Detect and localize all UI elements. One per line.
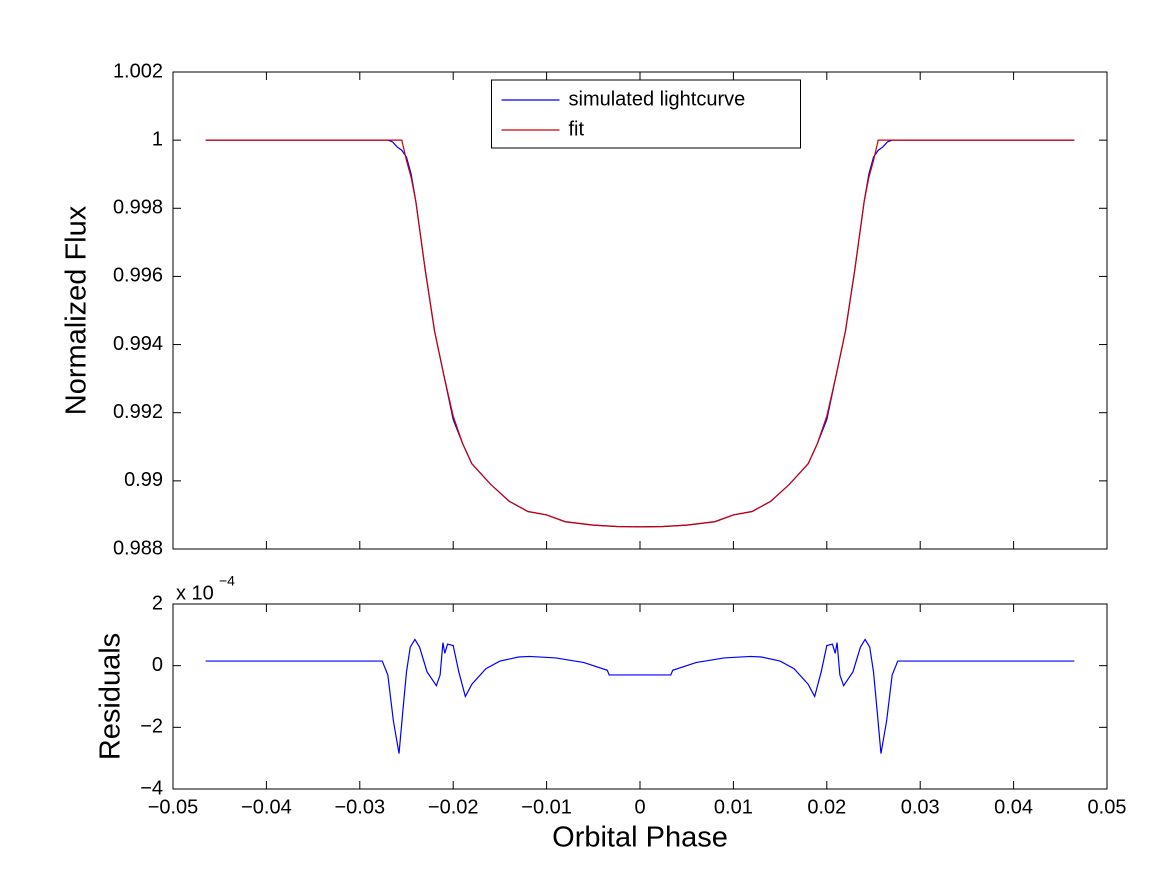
x-tick-label: 0.04 xyxy=(994,796,1033,818)
y-tick-label: 0.998 xyxy=(113,197,163,219)
x-axis-label: Orbital Phase xyxy=(552,822,728,854)
x-tick-label: 0.02 xyxy=(807,796,846,818)
y-tick-label: 0.994 xyxy=(113,333,163,355)
x-tick-label: −0.04 xyxy=(241,796,292,818)
plot-area xyxy=(173,72,1107,549)
axes-frame xyxy=(172,71,1108,550)
y-multiplier: x 10 xyxy=(176,582,214,604)
data-line xyxy=(205,139,1075,528)
legend-label: simulated lightcurve xyxy=(569,88,746,110)
y-tick-label: 0.996 xyxy=(113,265,163,287)
axes-frame xyxy=(172,603,1108,790)
x-tick-label: 0 xyxy=(634,796,645,818)
y-tick-label: −2 xyxy=(140,716,163,738)
x-tick-label: −0.01 xyxy=(521,796,572,818)
legend-box xyxy=(491,79,801,149)
y-tick-label: 1 xyxy=(152,128,163,150)
x-tick-label: −0.03 xyxy=(334,796,385,818)
x-tick-label: −0.02 xyxy=(428,796,479,818)
y-axis-label: Residuals xyxy=(95,633,127,760)
legend-label: fit xyxy=(569,118,585,140)
y-tick-label: 0 xyxy=(152,654,163,676)
y-tick-label: 1.002 xyxy=(113,60,163,82)
plot-area xyxy=(173,604,1107,789)
y-multiplier-exponent: −4 xyxy=(219,573,235,589)
y-tick-label: 2 xyxy=(152,592,163,614)
y-tick-label: −4 xyxy=(140,777,163,799)
x-tick-label: −0.05 xyxy=(148,796,199,818)
data-line xyxy=(205,638,1075,754)
y-tick-label: 0.988 xyxy=(113,537,163,559)
y-axis-label: Normalized Flux xyxy=(61,205,93,415)
x-tick-label: 0.01 xyxy=(714,796,753,818)
x-tick-label: 0.03 xyxy=(901,796,940,818)
y-tick-label: 0.99 xyxy=(124,469,163,491)
x-tick-label: 0.05 xyxy=(1088,796,1127,818)
y-tick-label: 0.992 xyxy=(113,401,163,423)
